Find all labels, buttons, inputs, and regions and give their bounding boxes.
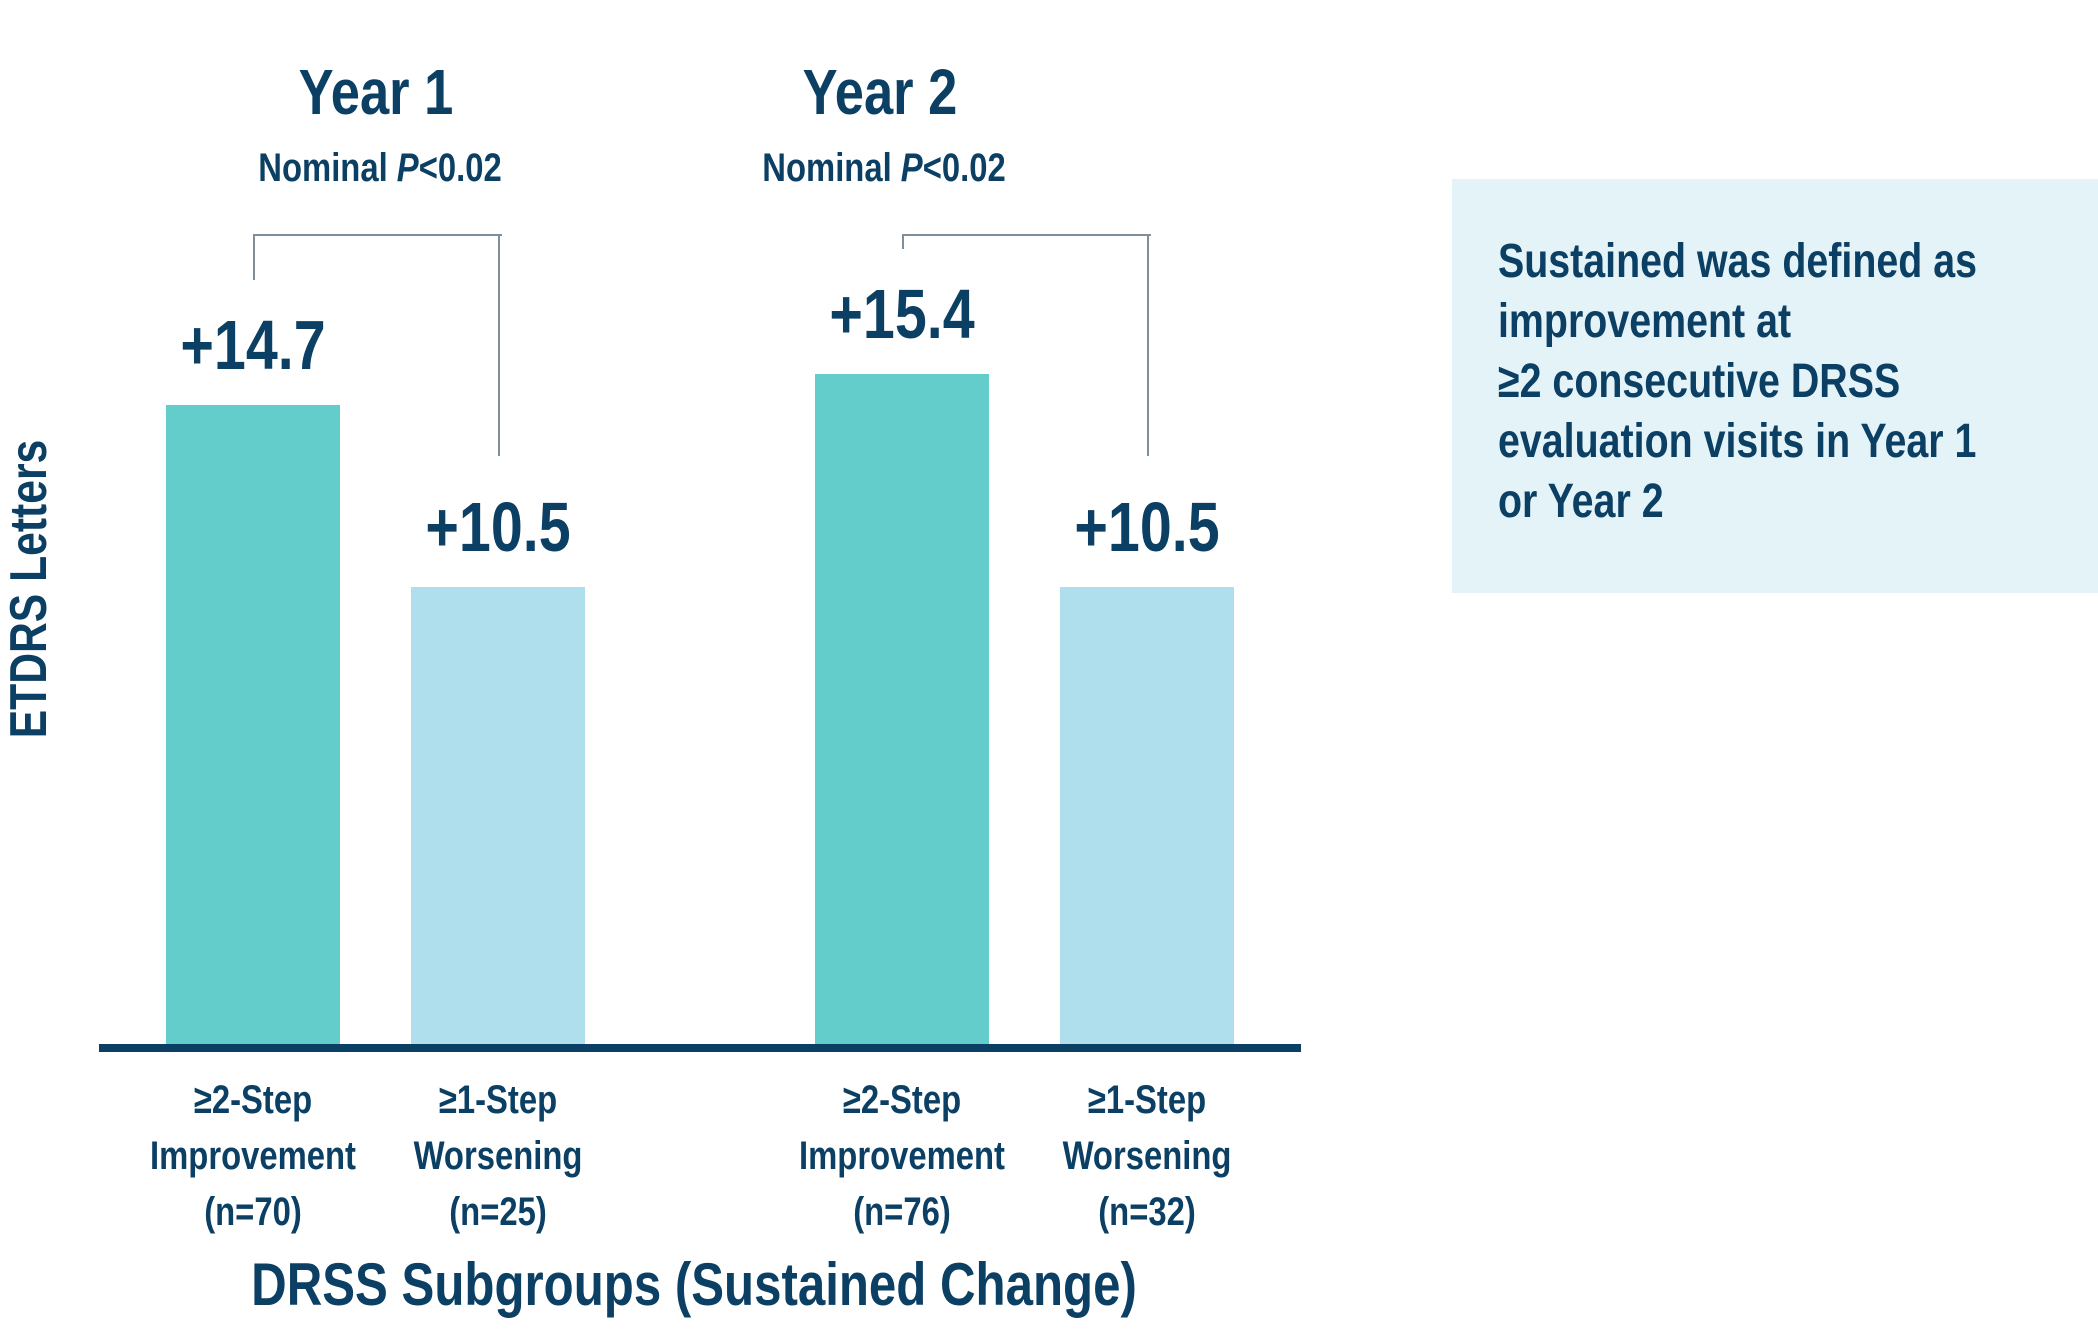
- bracket-left-leg: [253, 234, 255, 280]
- bar: [815, 374, 989, 1044]
- y-axis-title: ETDRS Letters: [0, 439, 58, 739]
- significance-bracket: [253, 234, 502, 236]
- definition-note-text: Sustained was defined as improvement at …: [1498, 235, 1978, 528]
- x-axis-baseline: [99, 1044, 1301, 1052]
- bar: [1060, 587, 1234, 1044]
- definition-note-box: [1452, 179, 2098, 593]
- bracket-right-leg: [1147, 234, 1149, 456]
- bar: [166, 404, 340, 1044]
- p-italic: P: [396, 146, 419, 190]
- group-title: Year 2: [802, 56, 958, 128]
- group-title: Year 1: [298, 56, 454, 128]
- data-label: +10.5: [425, 488, 571, 567]
- data-label: +14.7: [180, 305, 326, 384]
- category-label: ≥1-Step Worsening (n=32): [1062, 1078, 1232, 1234]
- data-label: +10.5: [1074, 488, 1220, 567]
- category-label: ≥2-Step Improvement (n=76): [799, 1078, 1005, 1234]
- bracket-left-leg: [902, 234, 904, 250]
- p-italic: P: [900, 146, 923, 190]
- p-value-label: Nominal P<0.02: [762, 146, 1006, 190]
- x-axis-title: DRSS Subgroups (Sustained Change): [251, 1251, 1137, 1318]
- bar: [411, 587, 585, 1044]
- significance-bracket: [902, 234, 1151, 236]
- category-label: ≥2-Step Improvement (n=70): [150, 1078, 356, 1234]
- data-label: +15.4: [829, 275, 975, 354]
- bracket-right-leg: [498, 234, 500, 456]
- category-label: ≥1-Step Worsening (n=25): [413, 1078, 583, 1234]
- p-value-label: Nominal P<0.02: [258, 146, 502, 190]
